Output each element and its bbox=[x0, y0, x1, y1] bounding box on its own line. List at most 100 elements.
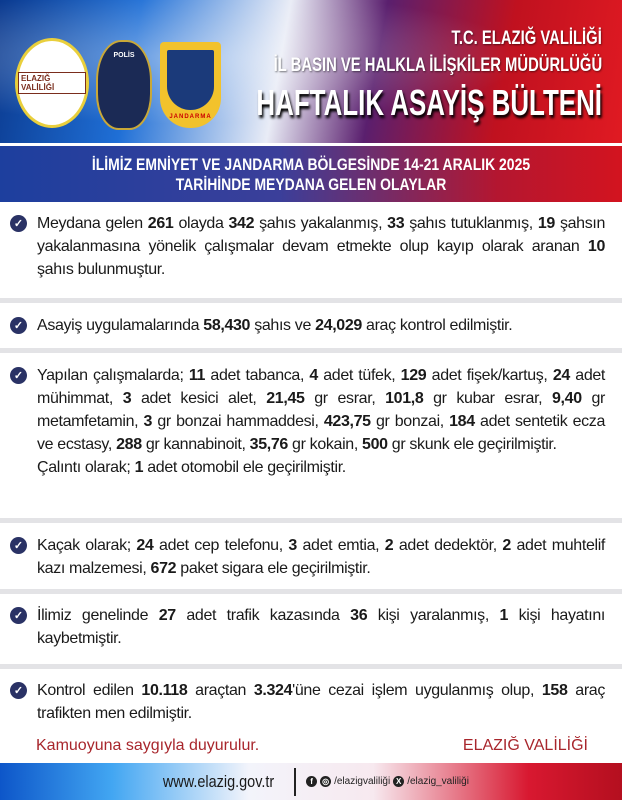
text-segment: gr kokain, bbox=[287, 436, 363, 453]
text-segment: şahıs bulunmuştur. bbox=[37, 261, 165, 278]
text-segment: adet muhtelif kazı malzemesi, bbox=[37, 537, 605, 577]
divider bbox=[294, 767, 297, 796]
closing: Kamuoyuna saygıyla duyurulur. ELAZIĞ VAL… bbox=[36, 737, 588, 755]
text-segment: kişi yaralanmış, bbox=[367, 607, 500, 624]
text-segment: araç trafikten men edilmiştir. bbox=[37, 682, 606, 722]
text-segment: Meydana gelen bbox=[37, 215, 148, 232]
highlighted-number: 342 bbox=[228, 215, 255, 232]
header-banner: ELAZIĞ VALİLİĞİ POLİS JANDARMA T.C. ELAZ… bbox=[0, 0, 622, 143]
highlighted-number: 1 bbox=[134, 459, 144, 476]
text-segment: İlimiz genelinde bbox=[37, 607, 159, 624]
text-segment: Kaçak olarak; bbox=[37, 537, 137, 554]
highlighted-number: 3 bbox=[143, 413, 153, 430]
x-handle[interactable]: /elazig_valiliği bbox=[407, 776, 469, 787]
elazig-valiligi-logo: ELAZIĞ VALİLİĞİ bbox=[15, 38, 89, 128]
text-segment: Çalıntı olarak; bbox=[37, 459, 135, 476]
website-link[interactable]: www.elazig.gov.tr bbox=[162, 771, 275, 791]
text-segment: adet mühimmat, bbox=[37, 367, 606, 407]
subtitle-band: İLİMİZ EMNİYET VE JANDARMA BÖLGESİNDE 14… bbox=[0, 146, 622, 202]
text-segment: adet fişek/kartuş, bbox=[426, 367, 553, 384]
highlighted-number: 2 bbox=[502, 537, 511, 554]
text-segment: olayda bbox=[173, 215, 229, 232]
logo-text: POLİS bbox=[113, 52, 135, 59]
text-segment: gr skunk ele geçirilmiştir. bbox=[387, 436, 557, 453]
text-segment: adet sentetik ecza ve ecstasy, bbox=[37, 413, 606, 453]
text-segment: şahıs yakalanmış, bbox=[254, 215, 388, 232]
highlighted-number: 24 bbox=[552, 367, 570, 384]
facebook-icon[interactable]: f bbox=[306, 776, 318, 787]
closing-note: Kamuoyuna saygıyla duyurulur. bbox=[36, 737, 260, 754]
polis-logo: POLİS bbox=[96, 40, 152, 130]
highlighted-number: 24,029 bbox=[315, 317, 362, 334]
text-segment: adet kesici alet, bbox=[131, 390, 267, 407]
highlighted-number: 35,76 bbox=[249, 436, 289, 453]
highlighted-number: 58,430 bbox=[203, 317, 251, 334]
social-links: f ◎ /elazigvaliliği X /elazig_valiliği bbox=[306, 776, 469, 787]
section-divider bbox=[0, 298, 622, 303]
text-segment: Kontrol edilen bbox=[37, 682, 142, 699]
bulletin-item: ✓ İlimiz genelinde 27 adet trafik kazasın… bbox=[10, 604, 610, 650]
section-divider bbox=[0, 664, 622, 669]
text-segment: araçtan bbox=[187, 682, 254, 699]
text-segment: 'üne cezai işlem uygulanmış olup, bbox=[292, 682, 542, 699]
dept-title: İL BASIN VE HALKLA İLİŞKİLER MÜDÜRLÜĞÜ bbox=[273, 55, 602, 76]
facebook-instagram-handle[interactable]: /elazigvaliliği bbox=[334, 776, 391, 787]
text-segment: paket sigara ele geçirilmiştir. bbox=[176, 560, 371, 577]
item-text: İlimiz genelinde 27 adet trafik kazasınd… bbox=[37, 604, 605, 650]
subtitle-line: İLİMİZ EMNİYET VE JANDARMA BÖLGESİNDE 14… bbox=[91, 155, 531, 174]
highlighted-number: 261 bbox=[147, 215, 174, 232]
bulletin-item: ✓ Yapılan çalışmalarda; 11 adet tabanca, … bbox=[10, 364, 610, 479]
text-segment: adet dedektör, bbox=[393, 537, 503, 554]
highlighted-number: 33 bbox=[387, 215, 405, 232]
footer: www.elazig.gov.tr f ◎ /elazigvaliliği X … bbox=[0, 763, 622, 800]
text-segment: adet otomobil ele geçirilmiştir. bbox=[143, 459, 346, 476]
text-segment: gr esrar, bbox=[304, 390, 386, 407]
highlighted-number: 24 bbox=[136, 537, 154, 554]
text-segment: şahıs ve bbox=[250, 317, 316, 334]
text-segment: Yapılan çalışmalarda; bbox=[37, 367, 189, 384]
text-segment: adet trafik kazasında bbox=[175, 607, 351, 624]
check-circle-icon: ✓ bbox=[10, 215, 27, 232]
highlighted-number: 101,8 bbox=[385, 390, 424, 407]
instagram-icon[interactable]: ◎ bbox=[320, 776, 332, 787]
highlighted-number: 9,40 bbox=[552, 390, 582, 407]
highlighted-number: 500 bbox=[362, 436, 388, 453]
highlighted-number: 10 bbox=[587, 238, 605, 255]
highlighted-number: 3 bbox=[122, 390, 132, 407]
check-circle-icon: ✓ bbox=[10, 682, 27, 699]
check-circle-icon: ✓ bbox=[10, 607, 27, 624]
highlighted-number: 184 bbox=[449, 413, 475, 430]
highlighted-number: 129 bbox=[400, 367, 427, 384]
check-circle-icon: ✓ bbox=[10, 317, 27, 334]
text-segment: gr bonzai, bbox=[370, 413, 450, 430]
item-text: Yapılan çalışmalarda; 11 adet tabanca, 4… bbox=[37, 364, 605, 479]
bulletin-item: ✓ Asayiş uygulamalarında 58,430 şahıs ve … bbox=[10, 314, 610, 337]
signature: ELAZIĞ VALİLİĞİ bbox=[462, 737, 588, 754]
highlighted-number: 423,75 bbox=[323, 413, 371, 430]
highlighted-number: 10.118 bbox=[141, 682, 188, 699]
highlighted-number: 288 bbox=[116, 436, 142, 453]
text-segment: Asayiş uygulamalarında bbox=[37, 317, 204, 334]
bulletin-item: ✓ Meydana gelen 261 olayda 342 şahıs yaka… bbox=[10, 212, 610, 281]
text-segment: adet cep telefonu, bbox=[153, 537, 289, 554]
text-segment: adet tabanca, bbox=[205, 367, 310, 384]
highlighted-number: 3 bbox=[288, 537, 297, 554]
bulletin-item: ✓ Kontrol edilen 10.118 araçtan 3.324'üne… bbox=[10, 679, 610, 725]
text-segment: araç kontrol edilmiştir. bbox=[361, 317, 513, 334]
highlighted-number: 672 bbox=[150, 560, 177, 577]
highlighted-number: 36 bbox=[350, 607, 368, 624]
logo-text: JANDARMA bbox=[169, 114, 212, 120]
highlighted-number: 2 bbox=[384, 537, 394, 554]
item-text: Meydana gelen 261 olayda 342 şahıs yakal… bbox=[37, 212, 605, 281]
highlighted-number: 1 bbox=[499, 607, 509, 624]
section-divider bbox=[0, 518, 622, 523]
highlighted-number: 11 bbox=[188, 367, 206, 384]
check-circle-icon: ✓ bbox=[10, 367, 27, 384]
item-text: Kontrol edilen 10.118 araçtan 3.324'üne … bbox=[37, 679, 605, 725]
item-text: Asayiş uygulamalarında 58,430 şahıs ve 2… bbox=[37, 314, 605, 337]
section-divider bbox=[0, 589, 622, 594]
text-segment: şahsın yakalanmasına yönelik çalışmalar … bbox=[37, 215, 605, 255]
highlighted-number: 21,45 bbox=[266, 390, 305, 407]
x-icon[interactable]: X bbox=[393, 776, 405, 787]
highlighted-number: 4 bbox=[309, 367, 318, 384]
